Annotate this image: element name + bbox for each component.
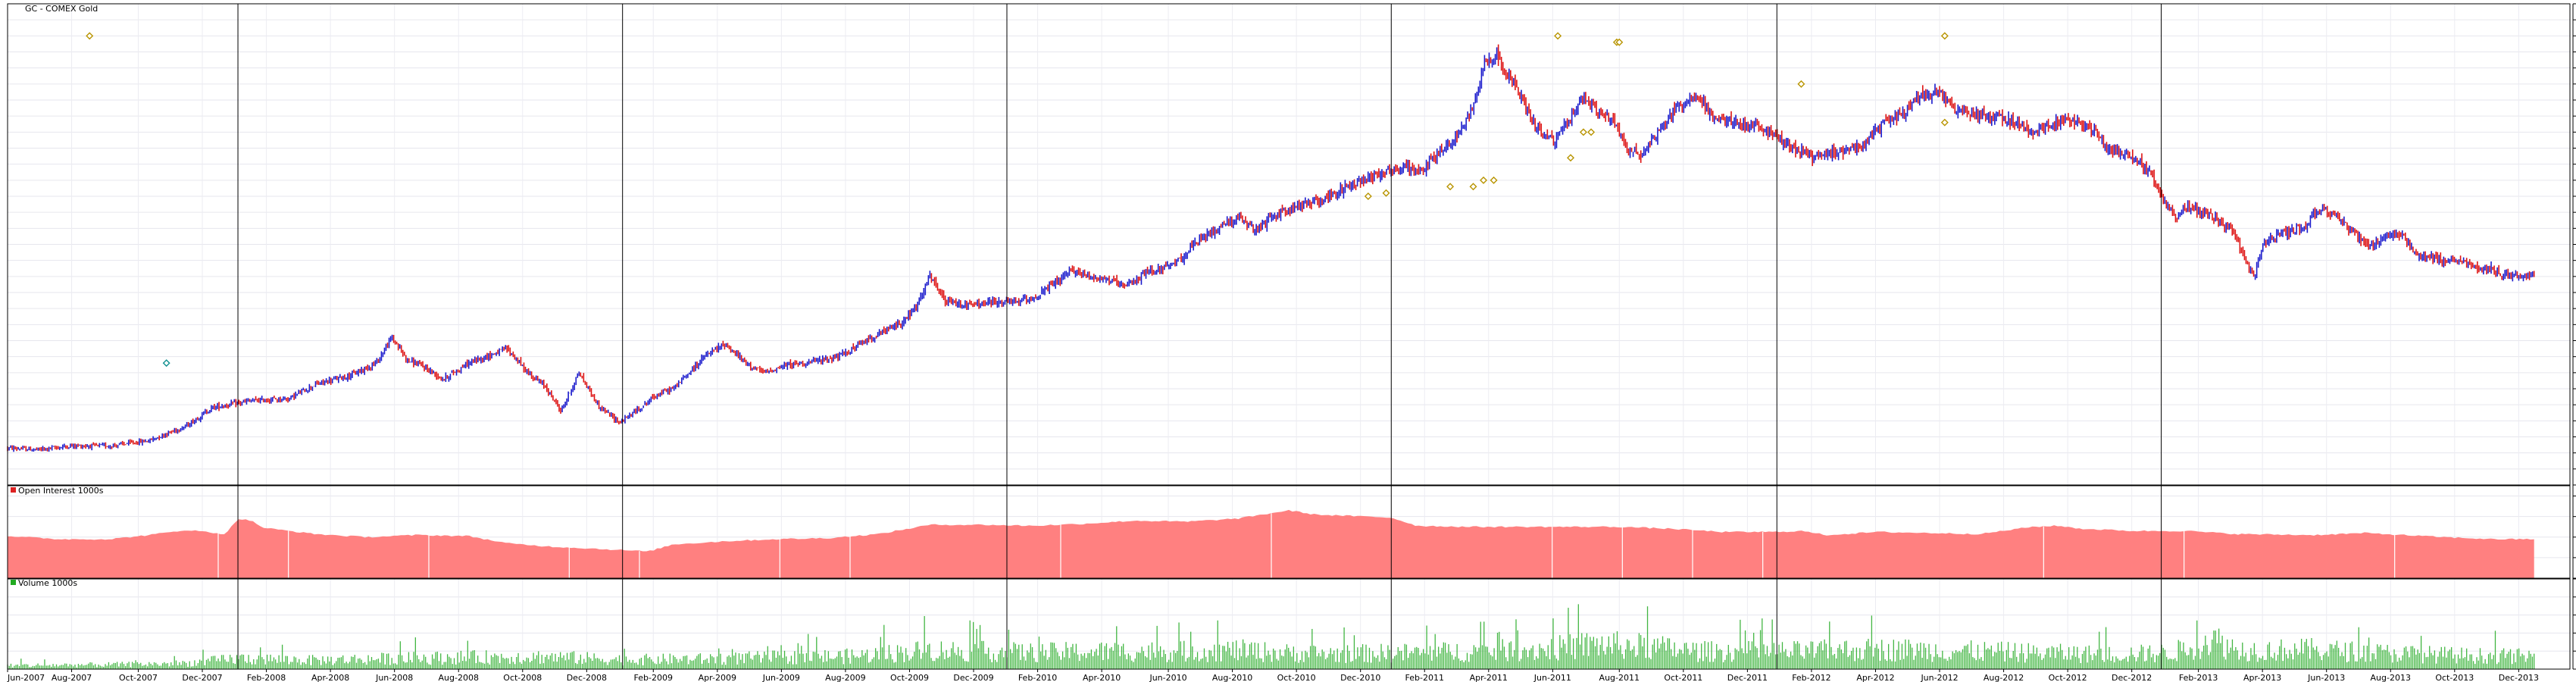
x-tick-label: Jun-2009 [762,673,800,682]
event-marker [1797,80,1805,88]
x-tick-label: Jun-2010 [1149,673,1186,682]
event-marker [1940,32,1949,40]
event-marker [162,359,170,368]
x-tick-label: Dec-2010 [1340,673,1380,682]
x-tick-label: Jun-2011 [1533,673,1571,682]
x-tick-label: Feb-2013 [2179,673,2218,682]
x-tick-label: Apr-2009 [699,673,736,682]
event-marker [1480,176,1488,184]
x-tick-label: Jun-2008 [375,673,413,682]
x-tick-label: Aug-2011 [1599,673,1640,682]
data-layer [7,32,2535,669]
panel-frame [7,578,2571,670]
x-tick-label: Feb-2010 [1018,673,1057,682]
x-tick-label: Oct-2007 [119,673,158,682]
x-tick-label: Apr-2012 [1856,673,1894,682]
event-marker [1579,128,1587,136]
x-tick-label: Dec-2013 [2499,673,2539,682]
x-tick-label: Oct-2010 [1277,673,1316,682]
x-tick-label: Aug-2012 [1984,673,2024,682]
x-tick-label: Dec-2008 [567,673,607,682]
x-tick-label: Oct-2009 [890,673,929,682]
x-tick-label: Dec-2012 [2112,673,2152,682]
x-tick-label: Aug-2010 [1212,673,1252,682]
x-tick-label: Aug-2008 [439,673,479,682]
open-interest-area [8,509,2534,578]
x-tick-label: Aug-2013 [2371,673,2411,682]
x-tick-label: Dec-2011 [1727,673,1768,682]
event-marker [86,32,94,40]
x-tick-label: Apr-2008 [311,673,349,682]
x-tick-label: Aug-2007 [52,673,92,682]
x-tick-label: Feb-2009 [634,673,673,682]
event-marker [1587,128,1596,136]
x-tick-label: Oct-2008 [503,673,542,682]
axis-layer: 5506006507007508008509009501000105011001… [7,3,2576,682]
x-tick-label: Feb-2011 [1405,673,1444,682]
panel-frame [7,3,2571,486]
x-tick-label: Jun-2012 [1920,673,1958,682]
x-tick-label: Dec-2009 [953,673,993,682]
event-marker [1469,183,1477,191]
volume-legend-swatch [11,580,16,585]
event-marker [1490,176,1498,184]
x-tick-label: Jun-2007 [7,673,45,682]
event-marker [1615,38,1624,46]
event-marker [1382,189,1390,197]
event-marker [1446,183,1455,191]
x-tick-label: Feb-2008 [247,673,286,682]
x-tick-label: Apr-2011 [1470,673,1508,682]
x-tick-label: Jun-2013 [2307,673,2345,682]
x-tick-label: Apr-2013 [2243,673,2281,682]
x-tick-label: Oct-2013 [2435,673,2474,682]
oi-legend-swatch [11,487,16,493]
x-tick-label: Aug-2009 [825,673,865,682]
x-tick-label: Oct-2012 [2049,673,2087,682]
x-tick-label: Oct-2011 [1664,673,1702,682]
volume-panel-label: Volume 1000s [18,578,77,588]
event-marker [1554,32,1562,40]
panel-frame [7,485,2571,579]
x-tick-label: Dec-2007 [182,673,222,682]
x-tick-label: Apr-2010 [1083,673,1121,682]
x-tick-label: Feb-2012 [1792,673,1830,682]
oi-panel-label: Open Interest 1000s [18,486,104,496]
event-marker [1364,192,1372,200]
event-marker [1940,118,1949,127]
event-marker [1567,154,1575,162]
chart-title: GC - COMEX Gold [25,4,98,14]
